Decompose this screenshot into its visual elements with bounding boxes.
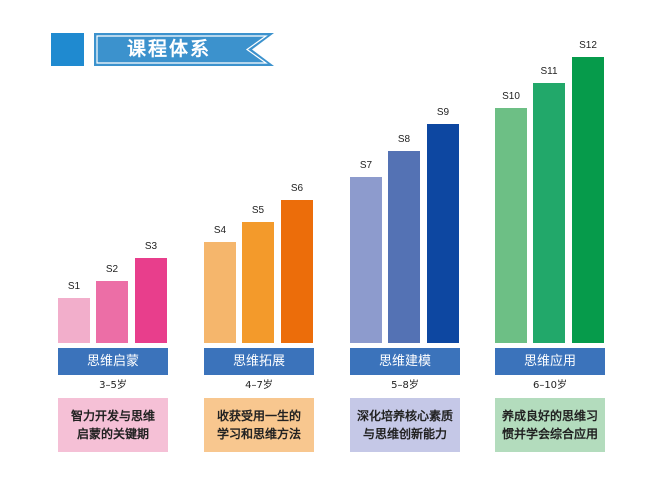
description-line: 与思维创新能力 [362,427,447,441]
age-range-label: 3–5岁 [99,380,127,391]
bar-label: S9 [436,107,450,118]
description-box: 收获受用一生的 学习和思维方法 [204,398,314,452]
bar-label: S7 [359,160,373,171]
bar-s6 [281,200,313,343]
description-line: 学习和思维方法 [216,427,301,441]
category-label: 思维启蒙 [58,348,168,375]
bar-s9 [427,124,459,343]
category-label: 思维建模 [350,348,460,375]
description-box: 养成良好的思维习 惯并学会综合应用 [495,398,605,452]
bar-label: S8 [397,134,411,145]
bar-s11 [533,83,565,343]
title-accent-square [51,33,84,66]
bar-s10 [495,108,527,343]
age-range-label: 6–10岁 [532,380,568,391]
age-range-label: 4–7岁 [245,380,273,391]
description-box: 智力开发与思维 启蒙的关键期 [58,398,168,452]
bar-label: S2 [105,264,119,275]
description-box: 深化培养核心素质 与思维创新能力 [350,398,460,452]
bar-label: S6 [290,183,304,194]
description-line: 深化培养核心素质 [356,409,453,423]
bar-s3 [135,258,167,343]
description-line: 养成良好的思维习 [501,409,598,423]
description-line: 收获受用一生的 [216,409,301,423]
bar-s4 [204,242,236,343]
bar-s8 [388,151,420,343]
page-title: 课程体系 [126,38,211,60]
bar-label: S12 [579,40,597,51]
bar-label: S3 [144,241,158,252]
bar-label: S4 [213,225,227,236]
bar-s2 [96,281,128,343]
age-range-label: 5–8岁 [391,380,419,391]
bar-label: S5 [251,205,265,216]
description-line: 惯并学会综合应用 [501,427,598,441]
bar-label: S11 [540,66,558,77]
title-banner: 课程体系 [94,33,274,66]
bar-label: S1 [67,281,81,292]
category-label: 思维应用 [495,348,605,375]
bar-s12 [572,57,604,343]
bar-label: S10 [502,91,520,102]
bar-s7 [350,177,382,343]
bar-s5 [242,222,274,343]
ribbon-shape [94,33,274,66]
bar-s1 [58,298,90,343]
description-line: 启蒙的关键期 [76,427,149,441]
description-line: 智力开发与思维 [70,409,155,423]
category-label: 思维拓展 [204,348,314,375]
